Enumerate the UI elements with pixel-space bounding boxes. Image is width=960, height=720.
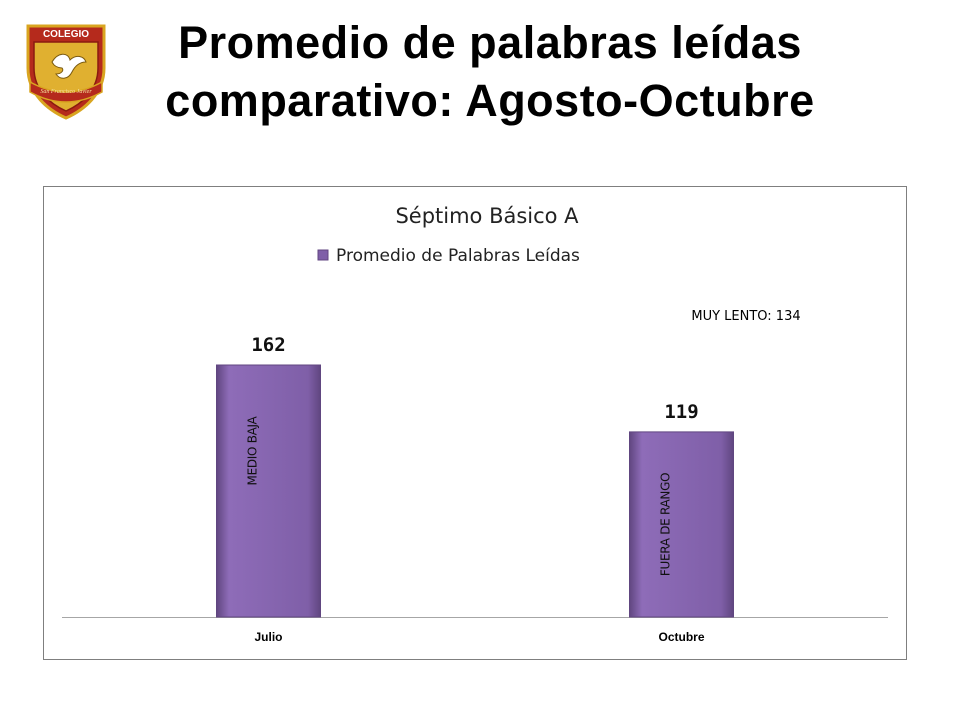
logo-text: COLEGIO [43,29,89,40]
data-label-octubre: 119 [664,401,698,423]
slide-title-line2: comparativo: Agosto-Octubre [165,75,815,126]
slide-title: Promedio de palabras leídas comparativo:… [130,14,850,130]
bar-inner-label-julio: MEDIO BAJA [246,415,260,485]
x-tick-label-octubre: Octubre [658,630,704,644]
slide-title-line1: Promedio de palabras leídas [178,17,802,68]
school-logo: COLEGIO San Francisco Javier [26,24,106,120]
bar-chart: Séptimo Básico A Promedio de Palabras Leí… [62,204,888,644]
bar-inner-label-octubre: FUERA DE RANGO [659,473,673,576]
dove-icon [51,53,87,79]
legend-swatch [317,249,329,261]
annotation-muy-lento: MUY LENTO: 134 [691,309,800,324]
bar-octubre [629,431,734,618]
bar-julio [216,364,321,618]
chart-title: Séptimo Básico A [395,204,579,228]
x-tick-label-julio: Julio [254,630,282,644]
data-label-julio: 162 [251,334,285,356]
legend-label: Promedio de Palabras Leídas [336,246,580,266]
chart-frame: Séptimo Básico A Promedio de Palabras Leí… [43,186,907,660]
logo-subtext: San Francisco Javier [40,89,92,95]
